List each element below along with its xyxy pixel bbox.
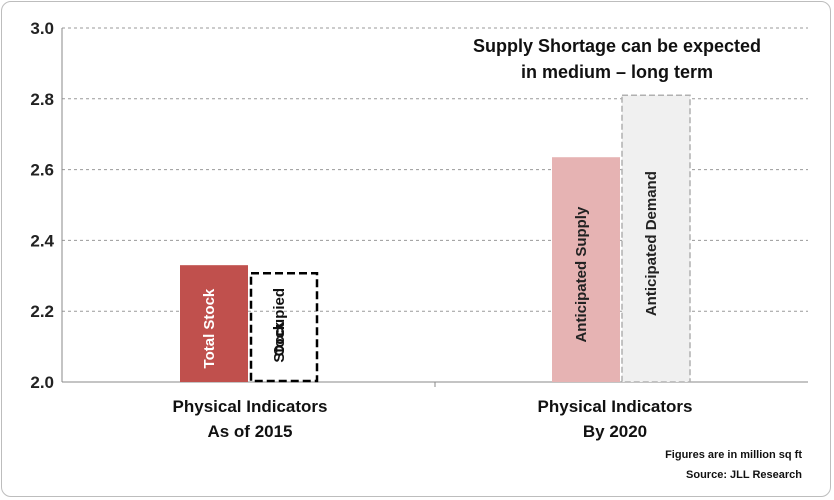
- gridlines: [62, 27, 808, 312]
- labels: 2.0 2.2 2.4 2.6 2.8 3.0 Physical Indicators As …: [30, 19, 802, 481]
- y-tick-label: 2.2: [30, 302, 54, 321]
- bar: [249, 272, 319, 383]
- annotation-text: in medium – long term: [521, 62, 713, 82]
- bar: [621, 94, 691, 383]
- y-tick-label: 3.0: [30, 19, 54, 38]
- bar: [180, 265, 248, 382]
- y-tick-label: 2.0: [30, 373, 54, 392]
- y-tick-label: 2.6: [30, 161, 54, 180]
- y-tick-label: 2.4: [30, 231, 54, 250]
- bar-label: Anticipated Supply: [573, 206, 590, 343]
- bar-label: Anticipated Demand: [643, 171, 660, 316]
- bar: [552, 157, 620, 382]
- bar-label: Occupied: [271, 288, 288, 356]
- category-label: As of 2015: [207, 422, 292, 441]
- source-note: Source: JLL Research: [686, 469, 802, 481]
- bar-label: Stock: [271, 321, 288, 363]
- y-tick-label: 2.8: [30, 90, 54, 109]
- bar-label: Total Stock: [201, 288, 218, 368]
- category-label: Physical Indicators: [538, 397, 693, 416]
- bars: [180, 94, 691, 383]
- category-label: Physical Indicators: [173, 397, 328, 416]
- annotation-text: Supply Shortage can be expected: [473, 36, 761, 56]
- units-note: Figures are in million sq ft: [665, 449, 802, 461]
- category-label: By 2020: [583, 422, 647, 441]
